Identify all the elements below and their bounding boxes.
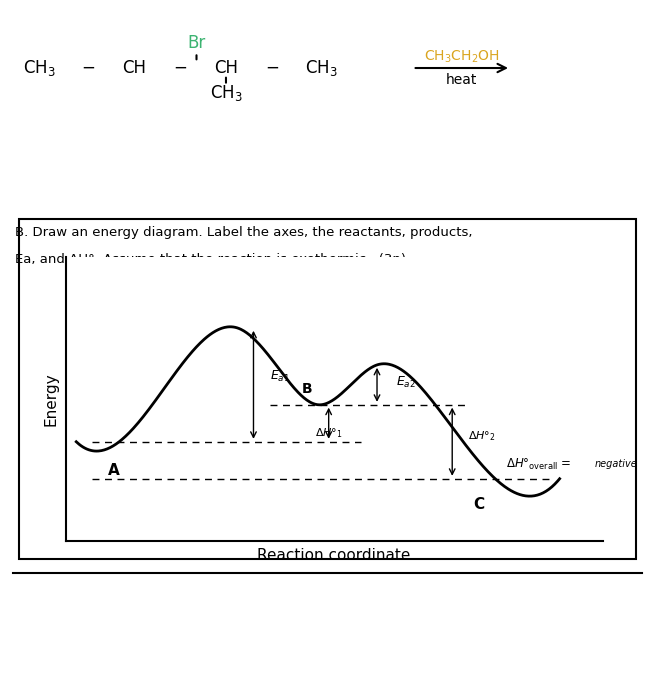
Y-axis label: Energy: Energy — [43, 372, 58, 426]
Text: $\mathregular{CH_3}$: $\mathregular{CH_3}$ — [210, 83, 242, 103]
Text: negative: negative — [595, 459, 637, 470]
Text: B: B — [302, 382, 312, 396]
X-axis label: Reaction coordinate: Reaction coordinate — [257, 548, 411, 564]
Text: B. Draw an energy diagram. Label the axes, the reactants, products,: B. Draw an energy diagram. Label the axe… — [15, 226, 472, 239]
Text: $E_{a1}$: $E_{a1}$ — [270, 369, 290, 384]
Text: −: − — [173, 59, 187, 77]
Text: Ea, and ΔH°. Assume that the reaction is exothermic.  (3p): Ea, and ΔH°. Assume that the reaction is… — [15, 253, 406, 266]
Text: heat: heat — [446, 73, 477, 87]
Text: CH: CH — [214, 59, 238, 77]
Text: $\Delta H°$$_{\mathrm{overall}}$ =: $\Delta H°$$_{\mathrm{overall}}$ = — [506, 457, 576, 472]
Text: $\mathregular{CH_3}$: $\mathregular{CH_3}$ — [23, 58, 56, 78]
Text: C: C — [474, 497, 485, 512]
Text: $\Delta H°_2$: $\Delta H°_2$ — [468, 429, 496, 443]
Text: −: − — [81, 59, 96, 77]
Text: $\mathregular{CH_3CH_2OH}$: $\mathregular{CH_3CH_2OH}$ — [424, 48, 500, 65]
Text: $E_{a2}$: $E_{a2}$ — [396, 375, 416, 389]
FancyBboxPatch shape — [20, 219, 635, 559]
Text: −: − — [265, 59, 279, 77]
Text: CH: CH — [122, 59, 146, 77]
Text: $\mathregular{CH_3}$: $\mathregular{CH_3}$ — [305, 58, 337, 78]
Text: $\Delta H°_1$: $\Delta H°_1$ — [315, 426, 343, 440]
Text: A: A — [108, 463, 120, 477]
Text: Br: Br — [187, 34, 206, 52]
